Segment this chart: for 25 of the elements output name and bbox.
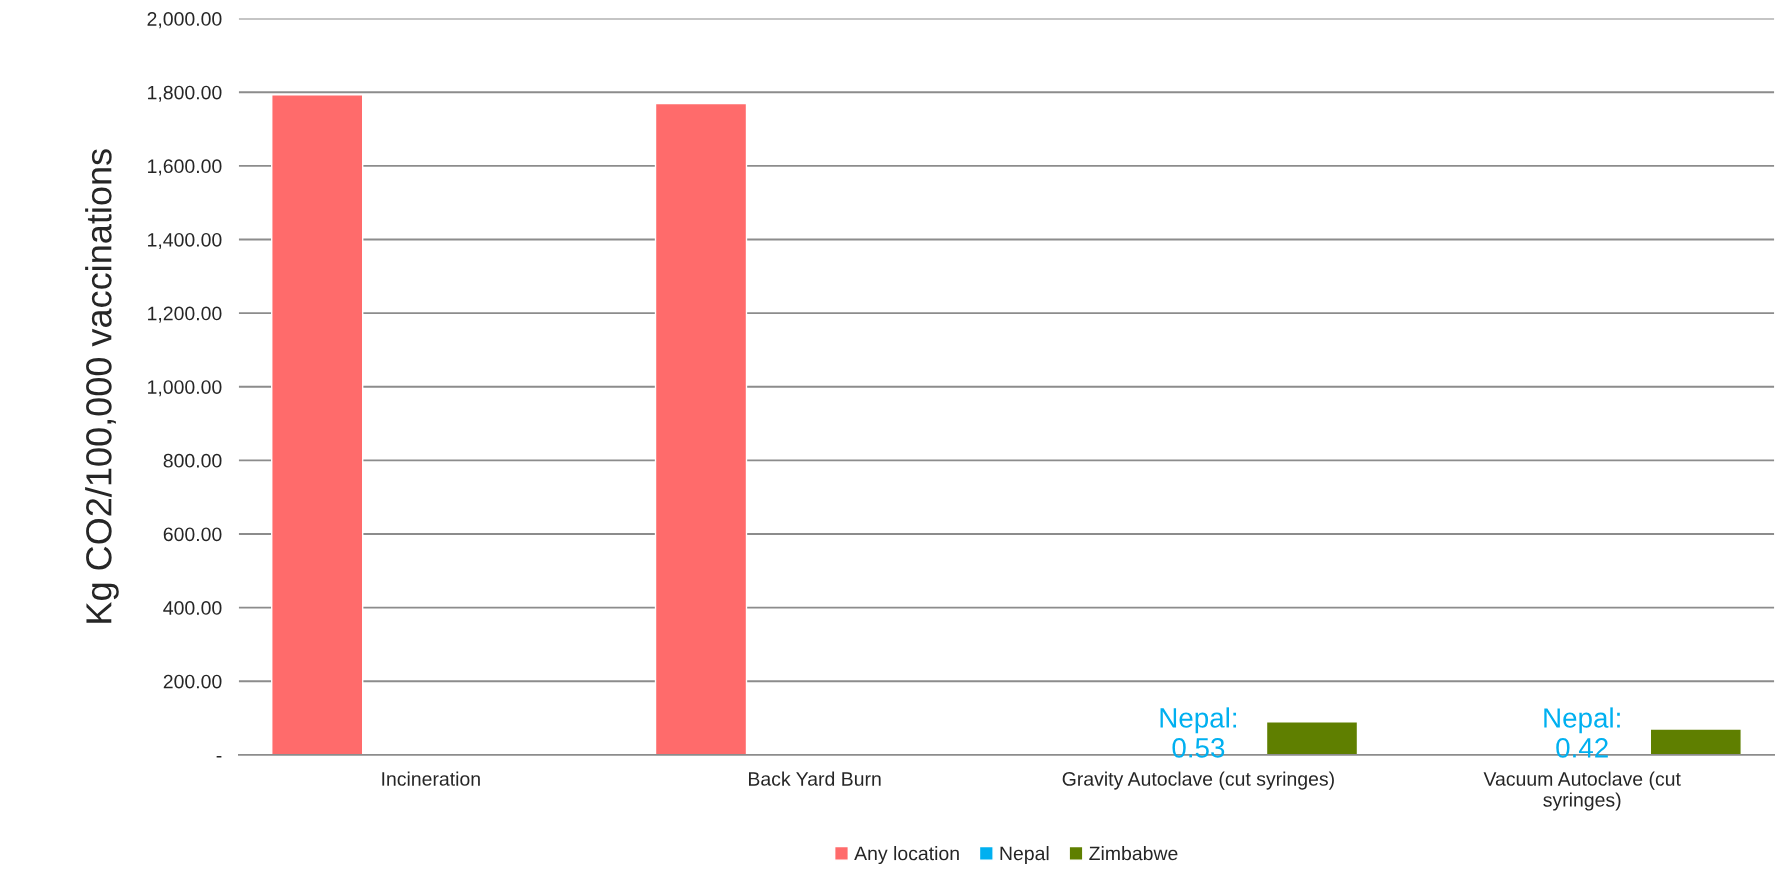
y-tick-label: - — [216, 755, 222, 758]
x-tick-label: Gravity Autoclave (cut syringes) — [1062, 771, 1334, 790]
y-tick-label: 1,600.00 — [148, 159, 222, 176]
data-label: Nepal: 0.42 — [1544, 707, 1620, 758]
bar — [1649, 728, 1742, 755]
y-tick-label: 1,400.00 — [148, 232, 222, 250]
legend-label: Nepal — [1000, 846, 1049, 865]
x-tick-label: Incineration — [382, 771, 480, 786]
legend-label: Any location — [854, 846, 959, 865]
y-tick-label: 400.00 — [163, 601, 222, 615]
y-tick-label: 800.00 — [163, 453, 222, 468]
legend-label: Zimbabwe — [1089, 846, 1178, 861]
y-tick-label: 200.00 — [163, 674, 222, 689]
y-tick-label: 2,000.00 — [147, 12, 222, 29]
y-tick-label: 600.00 — [163, 527, 222, 542]
x-tick-label: Back Yard Burn — [749, 771, 881, 786]
y-tick-label: 1,800.00 — [148, 85, 222, 102]
bar — [654, 102, 748, 755]
data-label: Nepal: 0.53 — [1160, 707, 1237, 758]
y-tick-label: 1,200.00 — [148, 306, 222, 323]
y-tick-label: 1,000.00 — [148, 380, 222, 397]
x-tick-label: Vacuum Autoclave (cut syringes) — [1483, 771, 1681, 811]
y-axis-title: Kg CO2/100,000 vaccinations — [85, 149, 119, 623]
bar — [1265, 721, 1359, 755]
bar — [271, 94, 364, 755]
